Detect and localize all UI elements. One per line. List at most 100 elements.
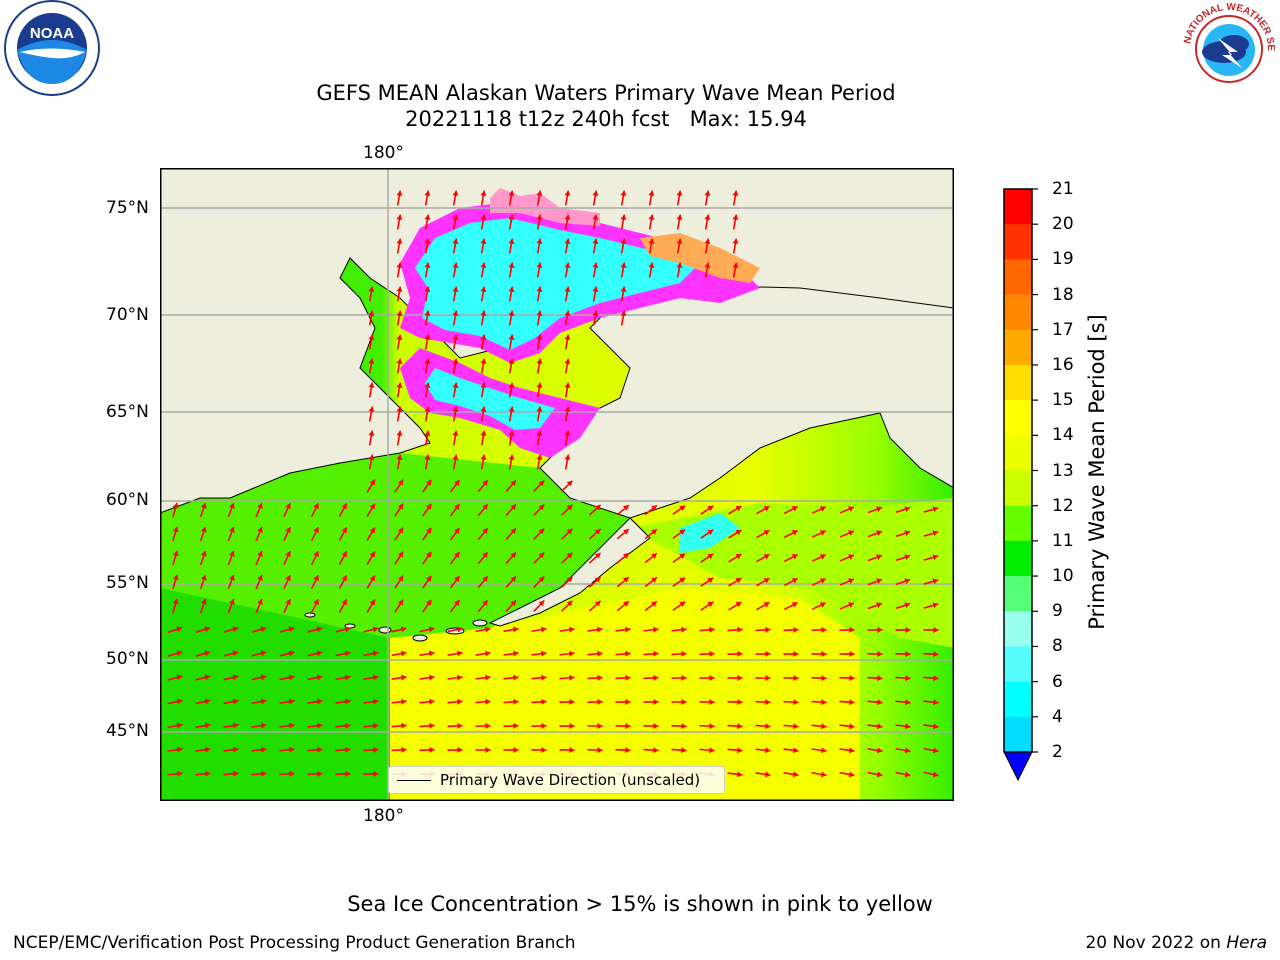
wave-arrow-head [454, 552, 460, 558]
colorbar-tick-label: 13 [1052, 460, 1074, 481]
wave-arrow-head [737, 674, 743, 681]
wave-arrow-head [396, 454, 403, 461]
wave-arrow-head [424, 310, 431, 317]
wave-arrow-head [260, 674, 267, 681]
wave-arrow-head [424, 334, 431, 341]
wave-arrow-head [904, 530, 911, 537]
wave-arrow-head [373, 722, 379, 729]
wave-arrow-head [622, 577, 629, 583]
wave-arrow-head [679, 505, 686, 511]
wave-arrow-head [428, 650, 435, 657]
wave-arrow-head [485, 650, 491, 657]
colorbar-tick-label: 10 [1052, 566, 1074, 587]
wave-period-map [160, 168, 954, 801]
wave-arrow-head [765, 699, 771, 706]
wave-arrow-head [681, 723, 687, 730]
wave-arrow-head [620, 286, 627, 293]
noaa-logo: NOAA [4, 0, 100, 96]
wave-arrow-head [709, 626, 715, 633]
wave-arrow-head [172, 574, 179, 581]
wave-arrow-head [653, 674, 659, 681]
wave-arrow-head [791, 530, 798, 536]
wave-arrow-head [482, 528, 488, 534]
wave-arrow-head [396, 406, 403, 413]
wave-arrow-head [707, 529, 714, 536]
wave-arrow-head [735, 578, 742, 584]
wave-arrow-head [401, 746, 407, 753]
wave-arrow-head [876, 530, 883, 536]
wave-arrow-head [508, 310, 515, 317]
wave-arrow-head [538, 480, 545, 487]
wave-arrow-head [205, 746, 211, 753]
colorbar-swatch [1004, 400, 1032, 436]
wave-arrow-head [707, 601, 714, 608]
wave-arrow-head [536, 238, 543, 245]
colorbar-swatch [1004, 329, 1032, 366]
colorbar-tick-label: 18 [1052, 284, 1074, 305]
wave-arrow-head [538, 576, 545, 583]
wave-arrow-head [205, 770, 211, 777]
wave-arrow-head [737, 699, 743, 706]
wave-arrow-head [793, 626, 799, 633]
wave-arrow-head [709, 747, 715, 754]
wave-arrow-head [428, 626, 435, 633]
wave-arrow-head [536, 214, 543, 221]
wave-arrow-head [569, 698, 575, 705]
wave-arrow-head [564, 454, 571, 461]
wave-arrow-head [285, 575, 291, 581]
wave-arrow-head [261, 770, 267, 777]
wave-arrow-head [735, 506, 742, 512]
colorbar-tick-label: 9 [1052, 601, 1063, 622]
colorbar-swatch [1004, 435, 1032, 471]
wave-arrow-head [510, 600, 516, 607]
wave-arrow-head [368, 454, 375, 461]
wave-arrow-head [429, 722, 435, 729]
north-pacific-field [390, 588, 860, 801]
wave-arrow-head [566, 576, 573, 583]
wave-arrow-head [763, 578, 770, 584]
wave-arrow-head [454, 576, 460, 582]
wave-arrow-head [452, 190, 459, 197]
wave-arrow-head [625, 723, 631, 730]
wave-arrow-head [424, 358, 431, 365]
wave-arrow-head [452, 430, 459, 437]
lon-label-top: 180° [363, 143, 404, 163]
wave-arrow-head [905, 699, 911, 706]
wave-arrow-head [285, 551, 291, 557]
wave-arrow-head [848, 578, 854, 584]
wave-arrow-head [317, 722, 323, 729]
wave-arrow-head [821, 747, 827, 754]
wave-arrow-head [204, 650, 211, 657]
wave-arrow-head [564, 286, 571, 293]
wave-arrow-head [536, 358, 543, 365]
wave-arrow-head [289, 746, 295, 753]
wave-arrow-head [564, 430, 571, 437]
wave-arrow-head [681, 626, 687, 633]
wave-arrow-head [232, 698, 239, 705]
wave-arrow-head [848, 602, 854, 608]
wave-arrow-head [821, 675, 827, 682]
wave-arrow-head [594, 600, 601, 607]
wave-arrow-head [904, 554, 911, 561]
footer-host: Hera [1226, 933, 1267, 953]
wave-arrow-head [933, 627, 939, 634]
wave-arrow-head [508, 334, 515, 341]
wave-arrow-head [313, 551, 319, 558]
graticule [160, 168, 954, 801]
wave-arrow-head [372, 650, 379, 657]
wave-arrow-head [397, 503, 404, 510]
wave-arrow-head [932, 554, 939, 561]
chart-subtitle: 20221118 t12z 240h fcst Max: 15.94 [405, 107, 807, 131]
wave-arrow-head [707, 553, 714, 560]
wave-arrow-head [653, 723, 659, 730]
wave-arrow-head [676, 262, 683, 269]
wave-arrow-head [564, 334, 571, 341]
wave-arrow-head [709, 723, 715, 730]
wave-arrow-head [313, 503, 319, 510]
wave-arrow-head [933, 675, 939, 682]
wave-arrow-head [508, 430, 515, 437]
wave-arrow-head [508, 262, 515, 269]
aleutian-islands [304, 612, 488, 642]
wave-arrow-head [763, 554, 770, 560]
wave-arrow-head [454, 600, 460, 606]
